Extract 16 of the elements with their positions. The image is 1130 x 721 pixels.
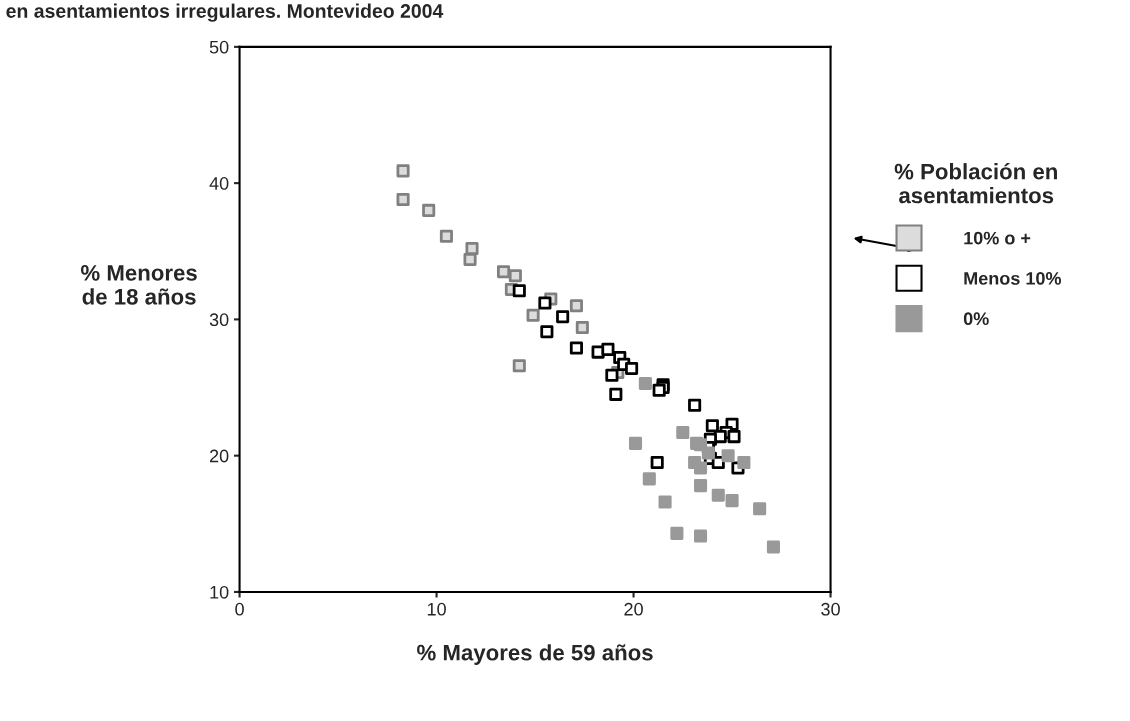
y-tick-label: 10 [210, 585, 229, 599]
legend-title: % Población en asentamientos [894, 162, 1057, 204]
y-tick-label: 20 [209, 449, 229, 463]
legend-label: 10% o + [964, 231, 1031, 245]
x-tick-label: 30 [821, 602, 840, 616]
legend-label: Menos 10% [964, 272, 1062, 285]
y-tick-label: 40 [209, 177, 229, 190]
x-axis-title: % Mayores de 59 años [417, 644, 653, 665]
x-tick-label: 10 [427, 602, 446, 616]
chart-title: en asentamientos irregulares. Montevideo 2004 [6, 3, 444, 22]
x-tick-label: 0 [235, 602, 244, 616]
legend-label: 0% [963, 312, 989, 326]
y-tick-label: 50 [209, 40, 229, 54]
x-tick-label: 20 [624, 602, 643, 616]
y-tick-label: 30 [209, 313, 229, 327]
y-axis-title: % Menores de 18 años [80, 265, 197, 305]
